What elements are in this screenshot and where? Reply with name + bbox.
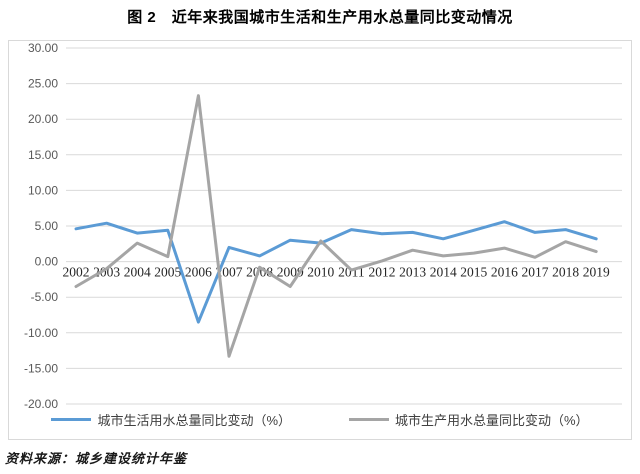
y-axis-tick-label: -20.00 (24, 397, 58, 411)
x-axis-tick-label: 2010 (307, 265, 334, 280)
x-axis-tick-label: 2005 (154, 265, 181, 280)
x-axis-tick-label: 2003 (93, 265, 120, 280)
x-axis-tick-label: 2007 (216, 265, 243, 280)
y-axis-tick-label: 15.00 (28, 148, 58, 162)
x-axis-tick-label: 2014 (430, 265, 457, 280)
y-axis-tick-label: 20.00 (28, 112, 58, 126)
y-axis-tick-label: 5.00 (35, 219, 59, 233)
y-axis-tick-label: 10.00 (28, 183, 58, 197)
x-axis-tick-label: 2012 (369, 265, 396, 280)
x-axis-tick-label: 2008 (246, 265, 273, 280)
series-line-production (74, 94, 598, 358)
line-chart-plot: 30.00 25.00 20.00 15.00 10.00 5.00 0.00 -5.00 -1… (24, 41, 622, 411)
x-axis-tick-label: 2018 (552, 265, 579, 280)
y-axis-tick-label: -10.00 (24, 326, 58, 340)
x-axis-tick-label: 2015 (460, 265, 487, 280)
y-axis-tick-label: 25.00 (28, 77, 58, 91)
domestic-line-swatch (51, 418, 92, 421)
chart-title: 图 2 近年来我国城市生活和生产用水总量同比变动情况 (127, 9, 513, 26)
x-axis-tick-label: 2019 (583, 265, 610, 280)
legend-item-production: 城市生产用水总量同比变动（%） (349, 410, 589, 429)
x-axis-tick-label: 2013 (399, 265, 426, 280)
legend-label-domestic: 城市生活用水总量同比变动（%） (97, 413, 291, 428)
x-axis-tick-label: 2016 (491, 265, 518, 280)
y-axis-tick-label: -15.00 (24, 361, 58, 375)
legend-item-domestic: 城市生活用水总量同比变动（%） (51, 410, 291, 429)
x-axis-tick-label: 2017 (522, 265, 549, 280)
chart-legend: 城市生活用水总量同比变动（%） 城市生产用水总量同比变动（%） (9, 410, 631, 429)
x-axis-tick-label: 2004 (124, 265, 151, 280)
source-note: 资料来源：城乡建设统计年鉴 (5, 451, 188, 466)
y-axis-tick-label: -5.00 (31, 290, 59, 304)
y-axis-tick-label: 0.00 (35, 255, 59, 269)
production-line-swatch (349, 418, 389, 421)
legend-label-production: 城市生产用水总量同比变动（%） (395, 413, 589, 428)
x-axis-tick-label: 2006 (185, 265, 212, 280)
series-line-domestic (74, 220, 598, 324)
y-axis-tick-label: 30.00 (28, 41, 58, 55)
chart-area: 30.00 25.00 20.00 15.00 10.00 5.00 0.00 -5.00 -1… (8, 40, 632, 440)
x-axis-tick-label: 2002 (63, 265, 90, 280)
